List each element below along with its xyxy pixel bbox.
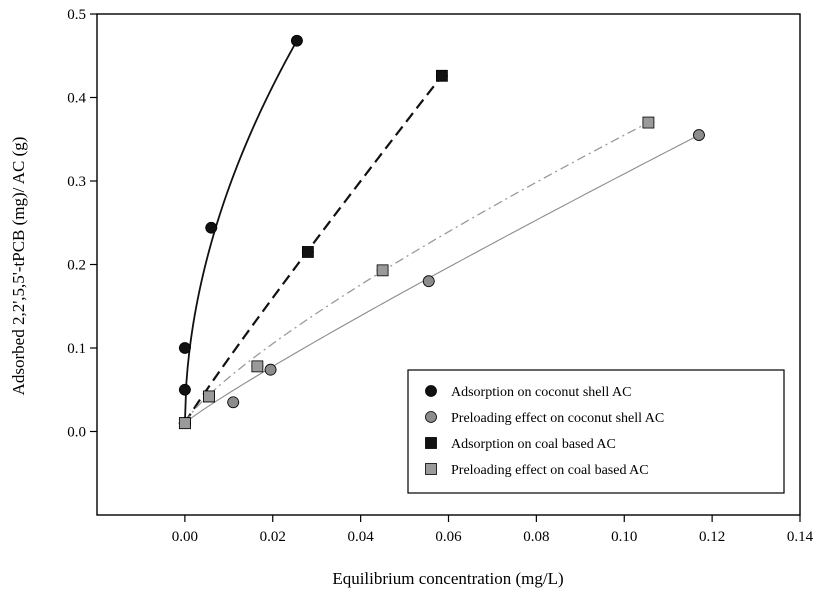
y-tick-label: 0.3 [67, 174, 86, 190]
x-tick-label: 0.14 [787, 529, 814, 545]
data-point [178, 342, 191, 354]
x-tick-label: 0.10 [611, 529, 637, 545]
y-tick-label: 0.4 [67, 91, 86, 107]
legend-entry: Adsorption on coal based AC [451, 437, 616, 452]
x-axis: 0.00 0.02 0.04 0.06 0.08 0.10 0.12 0.14 [172, 515, 814, 545]
x-tick-label: 0.00 [172, 529, 198, 545]
x-tick-label: 0.08 [523, 529, 549, 545]
y-axis: 0.0 0.1 0.2 0.3 0.4 0.5 [67, 7, 97, 441]
y-tick-label: 0.0 [67, 425, 86, 441]
data-point [178, 417, 191, 430]
x-tick-label: 0.02 [260, 529, 286, 545]
data-point [422, 275, 435, 288]
x-tick-label: 0.12 [699, 529, 725, 545]
data-point [227, 396, 240, 409]
y-tick-label: 0.5 [67, 7, 86, 23]
x-tick-label: 0.04 [348, 529, 375, 545]
data-point [301, 246, 314, 258]
legend-entry: Preloading effect on coconut shell AC [451, 411, 664, 426]
x-tick-label: 0.06 [435, 529, 462, 545]
legend: Adsorption on coconut shell AC Preloading… [407, 369, 785, 494]
data-point [376, 264, 389, 277]
legend-marker [425, 463, 437, 475]
legend-marker [425, 385, 437, 397]
series-fit-line [183, 40, 298, 424]
data-point [693, 129, 705, 141]
legend-box [407, 369, 785, 494]
data-point [291, 34, 303, 47]
data-point [264, 363, 277, 376]
data-point [203, 390, 215, 403]
data-point [642, 116, 655, 129]
legend-entry: Adsorption on coconut shell AC [451, 385, 631, 400]
legend-marker [425, 411, 437, 423]
series-fit-line [183, 75, 443, 424]
legend-entry: Preloading effect on coal based AC [451, 463, 649, 478]
data-markers [178, 34, 705, 430]
y-tick-label: 0.2 [67, 258, 86, 274]
series-fit-line [184, 121, 649, 424]
data-point [436, 69, 448, 82]
data-point [205, 221, 218, 234]
data-point [251, 360, 264, 373]
legend-marker [425, 437, 437, 449]
y-tick-label: 0.1 [67, 341, 86, 357]
y-axis-label: Adsorbed 2,2',5,5'-tPCB (mg)/ AC (g) [9, 137, 28, 396]
data-point [178, 383, 191, 396]
x-axis-label: Equilibrium concentration (mg/L) [332, 569, 563, 588]
